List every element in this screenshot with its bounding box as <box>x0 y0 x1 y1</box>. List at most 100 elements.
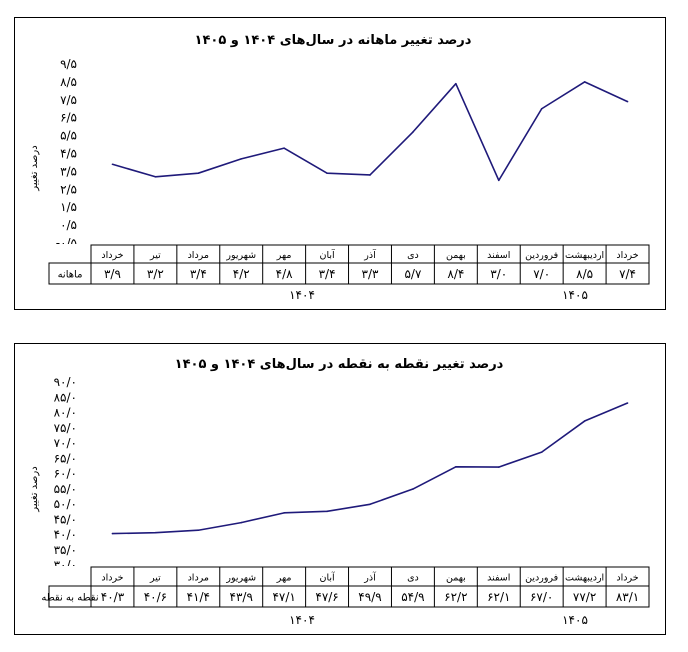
monthly-data-point <box>583 81 586 83</box>
point-to-point-y-tick-label: ۷۰/۰ <box>54 436 77 450</box>
point-to-point-category-label: مرداد <box>188 573 209 584</box>
point-to-point-data-label: ۴۰/۶ <box>144 590 167 604</box>
point-to-point-data-point <box>455 465 457 468</box>
monthly-y-tick-label: ۹/۵ <box>60 57 77 71</box>
point-to-point-category-label: اردیبهشت <box>565 573 604 584</box>
monthly-category-label: آبان <box>319 248 335 261</box>
point-to-point-category-label: خرداد <box>616 573 638 584</box>
monthly-data-label: ۳/۴ <box>190 267 207 281</box>
monthly-data-label: ۸/۴ <box>447 267 464 281</box>
point-to-point-data-point <box>111 532 114 535</box>
monthly-change-chart-panel: درصد تغییر ماهانه در سال‌های ۱۴۰۴ و ۱۴۰۵… <box>14 17 666 310</box>
point-to-point-data-point <box>412 488 414 490</box>
monthly-year-label: ۱۴۰۴ <box>289 288 315 302</box>
monthly-y-axis-label: درصد تغییر <box>29 145 40 191</box>
point-to-point-data-point <box>154 531 157 534</box>
monthly-data-point <box>540 107 543 110</box>
monthly-data-point <box>369 174 371 176</box>
point-to-point-data-label: ۴۰/۳ <box>101 590 125 604</box>
point-to-point-data-point <box>626 402 629 404</box>
point-to-point-year-label: ۱۴۰۴ <box>289 613 315 627</box>
point-to-point-data-label: ۴۷/۱ <box>272 590 295 604</box>
point-to-point-data-label: ۶۲/۲ <box>444 590 467 604</box>
point-to-point-category-label: دی <box>407 573 419 584</box>
monthly-data-label: ۴/۸ <box>276 267 293 281</box>
point-to-point-data-point <box>240 521 243 524</box>
point-to-point-y-tick-label: ۳۵/۰ <box>54 543 77 557</box>
monthly-y-tick-label: ۷/۵ <box>60 93 77 107</box>
point-to-point-row-label: نقطه به نقطه <box>41 593 98 604</box>
point-to-point-y-tick-label: ۸۰/۰ <box>54 406 77 420</box>
monthly-series-line <box>112 81 628 182</box>
monthly-data-point <box>455 82 457 85</box>
monthly-category-label: اسفند <box>487 250 510 261</box>
monthly-category-label: اردیبهشت <box>565 250 604 261</box>
monthly-y-tick-label: ۶/۵ <box>60 111 77 125</box>
monthly-category-label: بهمن <box>446 250 466 261</box>
point-to-point-data-point <box>197 529 200 532</box>
monthly-y-tick-label: ۸/۵ <box>60 75 77 89</box>
monthly-data-label: ۳/۹ <box>104 267 121 281</box>
monthly-title: درصد تغییر ماهانه در سال‌های ۱۴۰۴ و ۱۴۰۵ <box>195 33 472 48</box>
point-to-point-category-label: تیر <box>149 573 161 584</box>
monthly-data-label: ۸/۵ <box>576 267 593 281</box>
point-to-point-data-point <box>583 420 586 422</box>
point-to-point-year-label: ۱۴۰۵ <box>562 613 588 627</box>
monthly-category-label: آذر <box>363 248 376 261</box>
monthly-data-label: ۷/۴ <box>619 267 636 281</box>
point-to-point-data-point <box>326 510 328 513</box>
point-to-point-title: درصد تغییر نقطه به نقطه در سال‌های ۱۴۰۴ … <box>175 357 504 372</box>
point-to-point-y-tick-label: ۷۵/۰ <box>54 421 77 435</box>
monthly-data-point <box>197 172 200 174</box>
point-to-point-y-tick-label: ۵۵/۰ <box>54 482 77 496</box>
monthly-category-label: فروردین <box>525 250 558 261</box>
point-to-point-category-label: بهمن <box>446 573 466 584</box>
point-to-point-category-label: فروردین <box>525 573 558 584</box>
point-to-point-data-label: ۵۴/۹ <box>401 590 424 604</box>
monthly-data-label: ۳/۳ <box>362 267 379 281</box>
monthly-category-label: خرداد <box>616 250 638 261</box>
point-to-point-data-label: ۶۷/۰ <box>530 590 553 604</box>
point-to-point-data-point <box>369 503 371 506</box>
monthly-category-label: مهر <box>276 250 292 261</box>
point-to-point-series-line <box>112 402 628 535</box>
point-to-point-data-point <box>497 466 500 468</box>
point-to-point-y-tick-label: ۸۵/۰ <box>54 390 77 404</box>
monthly-y-tick-label: ۳/۵ <box>60 164 77 178</box>
point-to-point-y-tick-label: ۵۰/۰ <box>54 497 77 511</box>
monthly-change-chart: درصد تغییر ماهانه در سال‌های ۱۴۰۴ و ۱۴۰۵… <box>29 33 650 302</box>
point-to-point-y-tick-label: ۴۰/۰ <box>54 528 77 542</box>
point-to-point-y-tick-label: ۹۰/۰ <box>54 375 77 389</box>
point-to-point-table-blank-corner <box>48 566 91 586</box>
monthly-category-label: تیر <box>149 250 161 261</box>
point-to-point-y-tick-label: ۴۵/۰ <box>54 512 77 526</box>
point-to-point-category-label: خرداد <box>101 573 123 584</box>
monthly-data-label: ۴/۲ <box>233 267 250 281</box>
point-to-point-data-label: ۷۷/۲ <box>573 590 596 604</box>
monthly-y-tick-label: ۴/۵ <box>60 147 77 161</box>
point-to-point-data-label: ۴۹/۹ <box>358 590 381 604</box>
point-to-point-category-label: آبان <box>319 571 335 584</box>
point-to-point-change-chart-panel: درصد تغییر نقطه به نقطه در سال‌های ۱۴۰۴ … <box>14 343 666 635</box>
point-to-point-data-label: ۴۱/۴ <box>187 590 210 604</box>
point-to-point-data-label: ۸۳/۱ <box>616 590 639 604</box>
point-to-point-category-label: اسفند <box>487 573 510 584</box>
monthly-y-tick-label: ۱/۵ <box>60 200 77 214</box>
monthly-data-label: ۳/۲ <box>147 267 164 281</box>
point-to-point-change-chart: درصد تغییر نقطه به نقطه در سال‌های ۱۴۰۴ … <box>29 357 650 627</box>
point-to-point-y-tick-label: ۶۵/۰ <box>54 451 77 465</box>
monthly-data-point <box>240 158 243 160</box>
monthly-category-label: شهریور <box>225 250 256 261</box>
monthly-data-point <box>283 147 285 149</box>
point-to-point-category-label: آذر <box>363 571 376 584</box>
point-to-point-data-point <box>283 512 285 514</box>
monthly-y-tick-label: ۰/۵ <box>60 218 77 232</box>
monthly-data-label: ۷/۰ <box>533 267 550 281</box>
monthly-data-point <box>412 131 414 133</box>
monthly-data-point <box>626 100 629 103</box>
point-to-point-category-label: مهر <box>276 573 292 584</box>
monthly-data-point <box>111 163 114 166</box>
point-to-point-category-label: شهریور <box>225 573 256 584</box>
monthly-data-point <box>497 179 500 182</box>
point-to-point-y-tick-label: ۶۰/۰ <box>54 467 77 481</box>
